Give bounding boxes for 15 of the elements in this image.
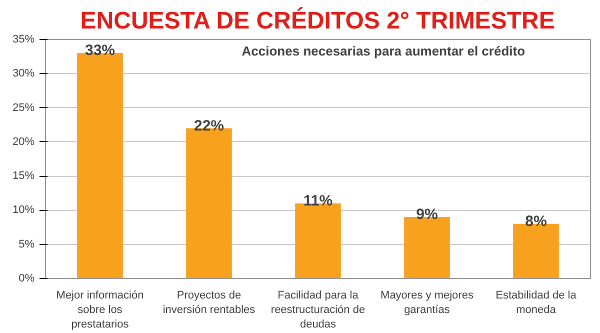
y-tick-label: 35% <box>12 34 35 46</box>
x-tick-label: Mayores y mejores garantías <box>380 290 474 316</box>
y-tick-label: 15% <box>12 170 35 182</box>
y-tick-label: 25% <box>12 102 35 114</box>
x-tick-label: Estabilidad de la moneda <box>496 290 578 316</box>
y-tick-label: 10% <box>12 204 35 216</box>
chart-subtitle: Acciones necesarias para aumentar el crédito <box>242 44 526 58</box>
chart-title: ENCUESTA DE CRÉDITOS 2° TRIMESTRE <box>80 6 555 34</box>
y-tick-label: 0% <box>18 272 35 284</box>
x-tick-label: Proyectos de inversión rentables <box>162 290 256 316</box>
y-tick-label: 5% <box>18 238 35 250</box>
x-tick-label: Mejor información sobre los prestatarios <box>56 290 144 330</box>
y-tick-label: 20% <box>12 136 35 148</box>
y-tick-label: 30% <box>12 68 35 80</box>
x-tick-label: Facilidad para la reestructuración de deudas <box>270 290 366 330</box>
